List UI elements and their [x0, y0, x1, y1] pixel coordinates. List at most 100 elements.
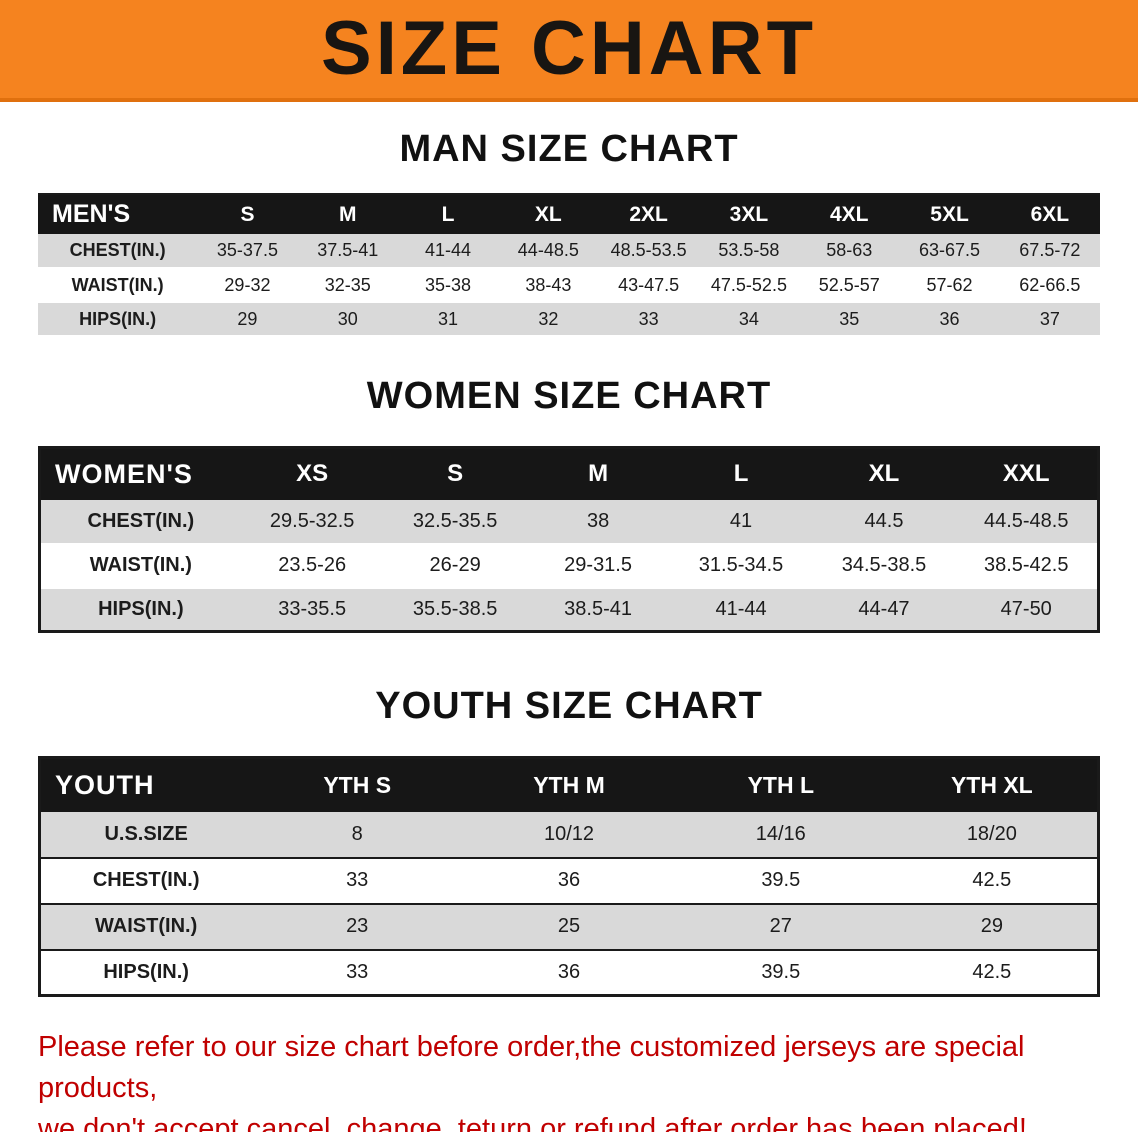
value-cell: 41 [669, 499, 813, 544]
value-cell: 29 [197, 302, 298, 336]
value-cell: 38.5-41 [526, 587, 670, 632]
size-header-cell: XL [812, 447, 956, 500]
measurement-label-cell: WAIST(IN.) [39, 543, 241, 588]
table-header-row: YOUTH YTH S YTH M YTH L YTH XL [39, 757, 1099, 812]
value-cell: 29-31.5 [526, 543, 670, 588]
value-cell: 34.5-38.5 [812, 543, 956, 588]
value-cell: 36 [899, 302, 1000, 336]
measurement-label-cell: HIPS(IN.) [38, 302, 198, 336]
measurement-label-cell: CHEST(IN.) [39, 857, 252, 904]
value-cell: 29-32 [197, 268, 298, 302]
size-header-cell: 3XL [698, 194, 800, 234]
size-header-cell: YTH L [674, 757, 887, 812]
measurement-label-cell: HIPS(IN.) [39, 587, 241, 632]
value-cell: 38-43 [498, 268, 599, 302]
value-cell: 26-29 [383, 543, 527, 588]
table-row: WAIST(IN.) 23 25 27 29 [39, 903, 1099, 950]
value-cell: 25 [463, 903, 675, 950]
value-cell: 32-35 [297, 268, 398, 302]
table-row: WAIST(IN.) 23.5-26 26-29 29-31.5 31.5-34.5 34… [39, 543, 1099, 588]
size-header-cell: 2XL [598, 194, 699, 234]
value-cell: 32.5-35.5 [383, 499, 527, 544]
value-cell: 38 [526, 499, 670, 544]
value-cell: 32 [498, 302, 599, 336]
value-cell: 35-38 [397, 268, 499, 302]
youth-size-table: YOUTH YTH S YTH M YTH L YTH XL U.S.SIZE 8 10/12… [38, 756, 1100, 997]
value-cell: 37 [999, 302, 1100, 336]
size-header-cell: S [383, 447, 527, 500]
value-cell: 47.5-52.5 [698, 268, 800, 302]
value-cell: 52.5-57 [799, 268, 900, 302]
value-cell: 10/12 [463, 811, 675, 858]
table-title-cell: MEN'S [38, 194, 198, 234]
table-header-row: WOMEN'S XS S M L XL XXL [39, 447, 1099, 500]
value-cell: 33 [251, 857, 464, 904]
table-title-cell: YOUTH [39, 757, 252, 812]
size-header-cell: M [297, 194, 398, 234]
value-cell: 53.5-58 [698, 234, 800, 268]
table-row: HIPS(IN.) 33-35.5 35.5-38.5 38.5-41 41-44 44-… [39, 587, 1099, 632]
value-cell: 44.5 [812, 499, 956, 544]
value-cell: 36 [463, 949, 675, 996]
size-header-cell: M [526, 447, 670, 500]
table-row: CHEST(IN.) 35-37.5 37.5-41 41-44 44-48.5 48.5… [38, 234, 1100, 268]
women-section-heading: WOMEN SIZE CHART [366, 375, 772, 417]
value-cell: 42.5 [886, 949, 1099, 996]
value-cell: 62-66.5 [999, 268, 1100, 302]
order-policy-note: Please refer to our size chart before or… [38, 1027, 1100, 1132]
value-cell: 43-47.5 [598, 268, 699, 302]
size-header-cell: L [397, 194, 499, 234]
size-header-cell: L [669, 447, 813, 500]
value-cell: 23 [251, 903, 464, 950]
size-header-cell: XS [240, 447, 384, 500]
youth-section-heading: YOUTH SIZE CHART [375, 685, 763, 727]
value-cell: 33-35.5 [240, 587, 384, 632]
banner-title: SIZE CHART [321, 6, 817, 91]
value-cell: 34 [698, 302, 800, 336]
value-cell: 18/20 [886, 811, 1099, 858]
value-cell: 63-67.5 [899, 234, 1000, 268]
value-cell: 33 [598, 302, 699, 336]
table-row: WAIST(IN.) 29-32 32-35 35-38 38-43 43-47.5 47.… [38, 268, 1100, 302]
value-cell: 27 [674, 903, 887, 950]
value-cell: 44-47 [812, 587, 956, 632]
value-cell: 30 [297, 302, 398, 336]
value-cell: 42.5 [886, 857, 1099, 904]
value-cell: 33 [251, 949, 464, 996]
value-cell: 44-48.5 [498, 234, 599, 268]
value-cell: 44.5-48.5 [955, 499, 1099, 544]
value-cell: 48.5-53.5 [598, 234, 699, 268]
table-header-row: MEN'S S M L XL 2XL 3XL 4XL 5XL 6XL [38, 194, 1100, 234]
value-cell: 29 [886, 903, 1099, 950]
value-cell: 8 [251, 811, 464, 858]
value-cell: 67.5-72 [999, 234, 1100, 268]
men-size-table: MEN'S S M L XL 2XL 3XL 4XL 5XL 6XL CHEST(IN.) 35-37… [38, 193, 1100, 337]
size-header-cell: YTH XL [886, 757, 1099, 812]
women-size-table: WOMEN'S XS S M L XL XXL CHEST(IN.) 29.5-32.5 32.5… [38, 446, 1100, 633]
value-cell: 36 [463, 857, 675, 904]
value-cell: 23.5-26 [240, 543, 384, 588]
value-cell: 58-63 [799, 234, 900, 268]
value-cell: 41-44 [397, 234, 499, 268]
size-header-cell: XXL [955, 447, 1099, 500]
table-row: CHEST(IN.) 29.5-32.5 32.5-35.5 38 41 44.5 44.5… [39, 499, 1099, 544]
value-cell: 57-62 [899, 268, 1000, 302]
value-cell: 47-50 [955, 587, 1099, 632]
size-header-cell: 5XL [899, 194, 1000, 234]
size-header-cell: S [197, 194, 298, 234]
measurement-label-cell: CHEST(IN.) [38, 234, 198, 268]
value-cell: 14/16 [674, 811, 887, 858]
value-cell: 35 [799, 302, 900, 336]
table-row: HIPS(IN.) 33 36 39.5 42.5 [39, 949, 1099, 996]
value-cell: 39.5 [674, 857, 887, 904]
value-cell: 31 [397, 302, 499, 336]
size-header-cell: XL [498, 194, 599, 234]
value-cell: 38.5-42.5 [955, 543, 1099, 588]
order-policy-line-2: we don't accept cancel, change, teturn o… [38, 1113, 1027, 1132]
value-cell: 41-44 [669, 587, 813, 632]
value-cell: 35-37.5 [197, 234, 298, 268]
value-cell: 31.5-34.5 [669, 543, 813, 588]
measurement-label-cell: WAIST(IN.) [38, 268, 198, 302]
table-title-cell: WOMEN'S [39, 447, 241, 500]
size-header-cell: YTH M [463, 757, 675, 812]
